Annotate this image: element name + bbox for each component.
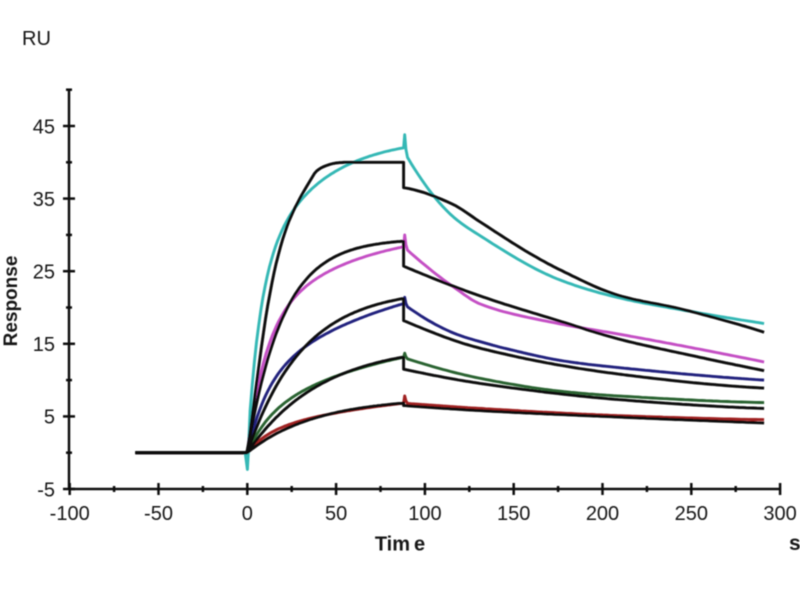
svg-text:250: 250 [675, 503, 708, 525]
svg-text:0: 0 [242, 503, 253, 525]
svg-text:Response: Response [1, 256, 22, 347]
svg-text:35: 35 [33, 189, 55, 211]
svg-text:150: 150 [497, 503, 530, 525]
svg-text:300: 300 [763, 503, 796, 525]
svg-text:45: 45 [33, 116, 55, 138]
svg-text:15: 15 [33, 334, 55, 356]
svg-text:s: s [789, 532, 800, 555]
svg-text:-100: -100 [50, 503, 90, 525]
svg-text:5: 5 [44, 407, 55, 429]
svg-text:Tim e: Tim e [375, 534, 425, 556]
svg-text:50: 50 [325, 503, 347, 525]
svg-text:200: 200 [586, 503, 619, 525]
svg-text:100: 100 [408, 503, 441, 525]
svg-text:-5: -5 [37, 479, 55, 501]
svg-text:-50: -50 [144, 503, 173, 525]
svg-text:25: 25 [33, 262, 55, 284]
svg-text:RU: RU [22, 28, 51, 50]
